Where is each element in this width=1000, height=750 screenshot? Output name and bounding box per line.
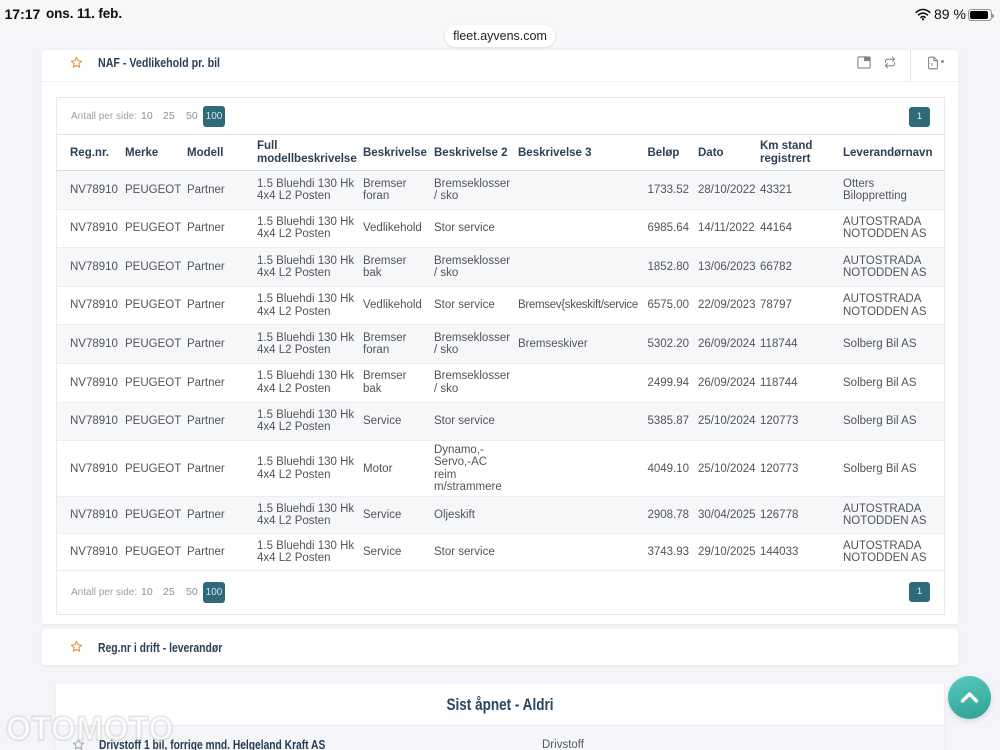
svg-text:x: x — [930, 62, 933, 68]
